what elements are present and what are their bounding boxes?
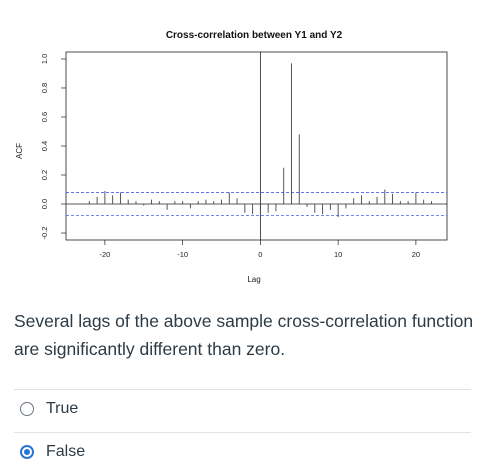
radio-true[interactable] — [20, 402, 34, 416]
option-true-label: True — [46, 400, 79, 417]
x-axis-label: Lag — [247, 275, 260, 284]
divider — [14, 389, 471, 390]
y-axis-label: ACF — [15, 143, 24, 159]
y-tick-label: -0.2 — [40, 227, 49, 240]
x-tick-label: 20 — [412, 250, 420, 259]
chart-title: Cross-correlation between Y1 and Y2 — [166, 30, 343, 41]
y-tick-label: 0.4 — [40, 141, 49, 151]
cross-correlation-chart: Cross-correlation between Y1 and Y2 -20-… — [15, 30, 448, 284]
divider — [14, 432, 471, 433]
y-tick-label: 0.8 — [40, 83, 49, 93]
y-tick-label: 0.6 — [40, 112, 49, 122]
y-tick-label: 1.0 — [40, 54, 49, 64]
x-tick-label: 0 — [258, 250, 262, 259]
radio-false[interactable] — [20, 445, 34, 459]
option-false-label: False — [46, 443, 86, 460]
plot-frame — [65, 51, 448, 241]
question-text: Several lags of the above sample cross-c… — [14, 311, 474, 359]
plot-area: -20 -10 0 10 20 -0.2 0.0 0.2 0.4 0.6 0.8 1.0 — [40, 51, 448, 259]
option-true[interactable]: True — [20, 396, 78, 422]
x-tick-label: -20 — [99, 250, 110, 259]
option-false[interactable]: False — [20, 439, 85, 465]
y-tick-label: 0.2 — [40, 170, 49, 180]
x-tick-label: -10 — [177, 250, 188, 259]
y-tick-label: 0.0 — [40, 199, 49, 209]
chart-canvas: Cross-correlation between Y1 and Y2 -20-… — [15, 30, 448, 284]
x-tick-label: 10 — [334, 250, 342, 259]
